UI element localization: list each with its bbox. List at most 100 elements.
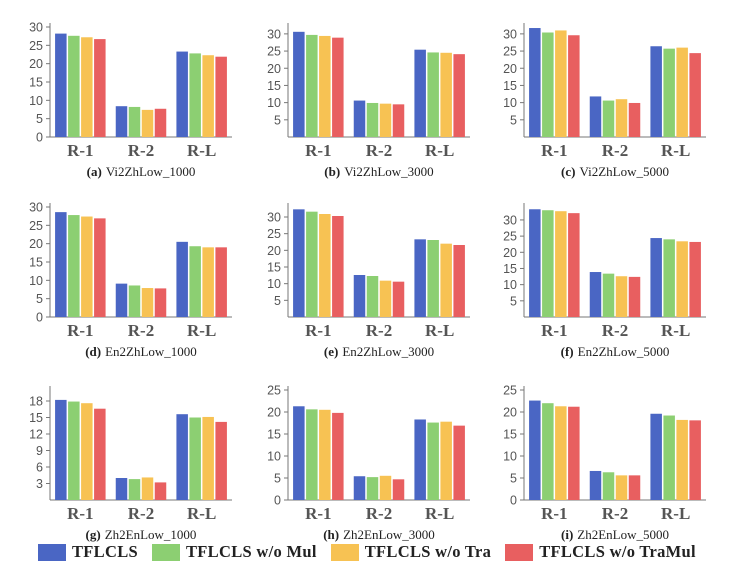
bar-r-1-series-4 <box>332 412 344 500</box>
bar-r-2-series-4 <box>154 288 167 317</box>
bar-r-2-series-2 <box>366 102 379 137</box>
bar-r-2-series-1 <box>589 272 602 317</box>
x-tick-label: R-L <box>661 321 690 340</box>
y-tick-label: 5 <box>510 472 517 486</box>
chart-panel-8: 0 5 10 15 20 25 R-1 R-2 R-L (h) Zh2EnLow_3000 <box>267 384 470 542</box>
bar-r-1-series-4 <box>94 408 106 500</box>
bar-r-2-series-3 <box>141 477 154 500</box>
y-tick-label: 0 <box>510 494 517 508</box>
x-tick-label: R-1 <box>541 504 567 523</box>
x-tick-label: R-L <box>187 321 216 340</box>
bar-r-l-series-3 <box>440 421 452 500</box>
y-tick-label: 25 <box>29 219 43 233</box>
x-tick-label: R-L <box>661 141 690 160</box>
bar-r-l-series-2 <box>189 417 201 500</box>
x-tick-label: R-1 <box>541 321 567 340</box>
x-tick-label: R-1 <box>305 504 331 523</box>
bar-r-2-series-3 <box>615 475 628 500</box>
x-tick-label: R-2 <box>602 504 628 523</box>
legend-swatch-tflcls-wo-mul <box>152 543 180 561</box>
bar-r-l-series-4 <box>215 421 227 500</box>
bar-r-1-series-4 <box>94 39 106 137</box>
bar-r-1-series-1 <box>529 400 541 500</box>
x-tick-label: R-1 <box>67 504 93 523</box>
bar-r-2-series-3 <box>615 99 628 137</box>
bar-r-l-series-4 <box>215 247 227 317</box>
y-tick-label: 20 <box>267 244 281 258</box>
bar-r-l-series-3 <box>440 52 452 137</box>
caption-tag: (f) <box>561 344 574 359</box>
bar-r-1-series-2 <box>306 211 318 317</box>
legend: TFLCLS TFLCLS w/o Mul TFLCLS w/o Tra TFL… <box>38 537 710 567</box>
bar-r-1-series-2 <box>542 32 554 137</box>
x-tick-label: R-2 <box>602 321 628 340</box>
bar-r-l-series-1 <box>414 49 426 137</box>
bar-r-1-series-3 <box>319 409 331 500</box>
bar-r-1-series-1 <box>55 33 67 137</box>
y-tick-label: 25 <box>503 230 517 244</box>
bar-r-2-series-4 <box>154 108 167 137</box>
x-tick-label: R-1 <box>541 141 567 160</box>
bar-r-l-series-2 <box>189 246 201 317</box>
y-tick-label: 12 <box>29 428 43 442</box>
bar-r-l-series-2 <box>427 240 439 317</box>
bar-r-1-series-3 <box>81 37 93 138</box>
bar-r-2-series-1 <box>353 476 366 500</box>
y-tick-label: 5 <box>36 112 43 126</box>
bar-r-2-series-4 <box>628 276 641 317</box>
legend-swatch-tflcls-wo-tramul <box>505 543 534 561</box>
y-tick-label: 25 <box>267 45 281 59</box>
bar-r-1-series-3 <box>81 216 93 317</box>
bar-r-2-series-3 <box>141 288 154 317</box>
y-tick-label: 6 <box>36 461 43 475</box>
y-tick-label: 9 <box>36 444 43 458</box>
x-tick-label: R-2 <box>366 504 392 523</box>
bar-r-l-series-3 <box>676 419 688 500</box>
y-tick-label: 15 <box>267 428 281 442</box>
bar-r-2-series-1 <box>353 275 366 317</box>
chart-panel-6: 5 10 15 20 25 30 R-1 R-2 R-L (f) En2ZhLow_5000 <box>503 203 706 359</box>
y-tick-label: 10 <box>267 96 281 110</box>
bar-r-1-series-3 <box>555 406 567 500</box>
chart-panel-4: 0 5 10 15 20 25 30 R-1 R-2 R-L (d) En2ZhLow_1000 <box>29 201 232 359</box>
y-tick-label: 20 <box>267 62 281 76</box>
y-tick-label: 5 <box>510 113 517 127</box>
bar-r-l-series-2 <box>427 422 439 500</box>
bar-r-2-series-4 <box>392 281 405 317</box>
bar-r-l-series-3 <box>202 55 214 137</box>
bar-r-1-series-3 <box>81 403 93 500</box>
caption-tag: (d) <box>85 344 101 359</box>
y-tick-label: 5 <box>274 294 281 308</box>
y-tick-label: 30 <box>267 211 281 225</box>
bar-r-l-series-1 <box>650 238 662 317</box>
bar-r-l-series-2 <box>427 52 439 137</box>
x-tick-label: R-2 <box>128 504 154 523</box>
bar-r-1-series-2 <box>68 35 80 137</box>
bar-r-l-series-2 <box>663 415 675 500</box>
x-tick-label: R-L <box>425 141 454 160</box>
bar-r-2-series-3 <box>141 109 154 137</box>
bar-r-l-series-1 <box>414 419 426 500</box>
x-tick-label: R-2 <box>366 141 392 160</box>
bar-r-l-series-4 <box>215 56 227 138</box>
bar-r-l-series-4 <box>689 53 701 137</box>
x-tick-label: R-1 <box>305 141 331 160</box>
y-tick-label: 10 <box>503 96 517 110</box>
chart-caption: (a) Vi2ZhLow_1000 <box>87 164 196 179</box>
y-tick-label: 20 <box>29 57 43 71</box>
chart-caption: (i) Zh2EnLow_5000 <box>561 527 669 542</box>
y-tick-label: 5 <box>36 292 43 306</box>
bar-r-2-series-4 <box>154 482 167 500</box>
bar-r-2-series-3 <box>615 276 628 317</box>
caption-tag: (h) <box>323 527 339 542</box>
y-tick-label: 10 <box>503 450 517 464</box>
y-tick-label: 30 <box>29 201 43 215</box>
caption-title: Zh2EnLow_1000 <box>105 527 197 542</box>
y-tick-label: 0 <box>36 131 43 145</box>
caption-title: Zh2EnLow_3000 <box>343 527 435 542</box>
bar-r-1-series-2 <box>542 403 554 500</box>
caption-tag: (c) <box>561 164 575 179</box>
bar-r-2-series-2 <box>128 479 141 500</box>
bar-r-l-series-3 <box>202 416 214 500</box>
x-tick-label: R-2 <box>128 321 154 340</box>
